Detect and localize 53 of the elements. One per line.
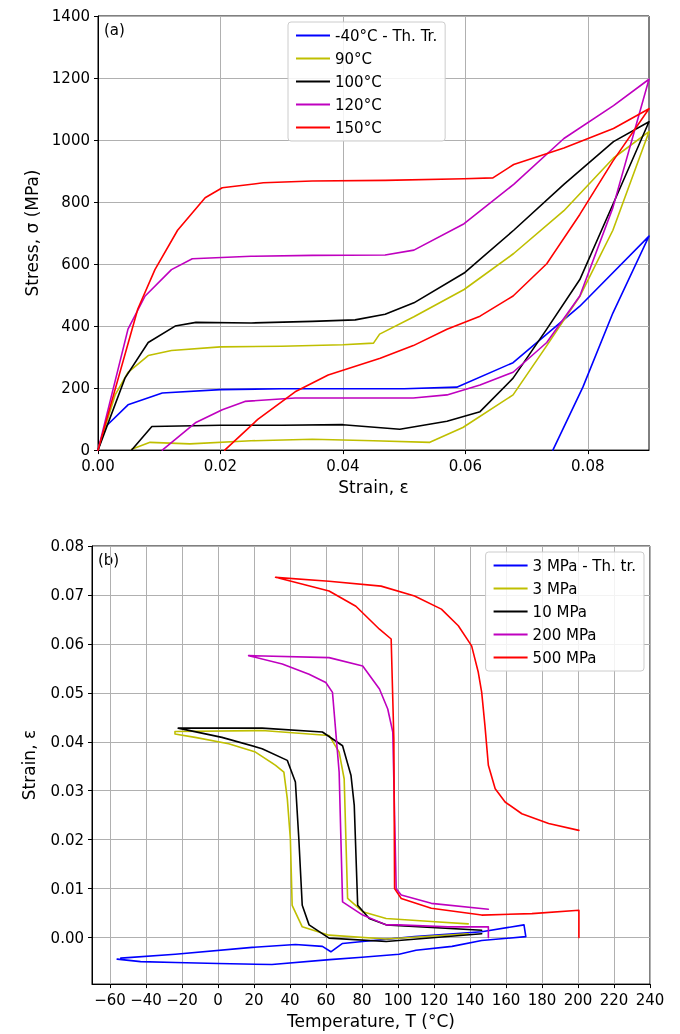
y-tick-label: 1000 xyxy=(51,131,90,150)
legend-label: 90°C xyxy=(335,49,373,68)
x-tick-label: −40 xyxy=(130,990,162,1009)
x-tick-label: 0.02 xyxy=(203,456,238,475)
y-tick-label: 0.02 xyxy=(50,830,84,849)
x-tick-label: 240 xyxy=(635,990,665,1009)
line-series xyxy=(116,924,527,966)
y-tick-label: 800 xyxy=(61,193,90,212)
legend-label: 150°C xyxy=(335,118,382,137)
x-tick-label: 0 xyxy=(213,990,223,1009)
x-tick-label: −20 xyxy=(166,990,198,1009)
x-tick-label: 100 xyxy=(383,990,413,1009)
y-tick-label: 0.07 xyxy=(50,585,84,604)
legend-label: 500 MPa xyxy=(532,648,597,667)
x-axis-title: Strain, ε xyxy=(338,476,409,497)
y-tick-label: 400 xyxy=(61,317,90,336)
y-tick-label: 0.06 xyxy=(50,634,84,653)
y-tick-label: 0.00 xyxy=(50,928,84,947)
x-tick-label: 180 xyxy=(527,990,557,1009)
legend-label: 10 MPa xyxy=(532,602,587,621)
x-tick-label: 0.08 xyxy=(571,456,605,475)
y-tick-label: 1200 xyxy=(51,69,90,88)
y-tick-label: 0.08 xyxy=(50,537,84,555)
x-tick-label: 120 xyxy=(419,990,449,1009)
y-tick-label: 0.05 xyxy=(50,683,84,702)
x-axis-title: Temperature, T (°C) xyxy=(286,1010,455,1031)
x-tick-label: 80 xyxy=(352,990,372,1009)
y-axis-title: Stress, σ (MPa) xyxy=(22,169,43,297)
legend-label: 120°C xyxy=(335,95,382,114)
x-tick-label: 200 xyxy=(563,990,593,1009)
y-tick-label: 200 xyxy=(61,379,90,398)
x-tick-label: 220 xyxy=(599,990,629,1009)
x-tick-label: 40 xyxy=(280,990,300,1009)
x-tick-label: 160 xyxy=(491,990,521,1009)
annotation: (a) xyxy=(104,20,125,39)
x-tick-label: 0.04 xyxy=(326,456,360,475)
y-tick-label: 1400 xyxy=(51,7,90,25)
line-series xyxy=(247,654,490,939)
y-tick-label: 600 xyxy=(61,255,90,274)
legend-label: 3 MPa - Th. tr. xyxy=(532,556,637,575)
x-tick-label: 0.06 xyxy=(448,456,483,475)
legend-label: 100°C xyxy=(335,72,382,91)
legend-label: 200 MPa xyxy=(532,625,597,644)
x-tick-label: 60 xyxy=(316,990,336,1009)
y-tick-label: 0.04 xyxy=(50,732,84,751)
y-tick-label: 0.01 xyxy=(50,879,84,898)
x-tick-label: −60 xyxy=(94,990,126,1009)
legend-label: -40°C - Th. Tr. xyxy=(335,26,438,45)
y-tick-label: 0.03 xyxy=(50,781,84,800)
x-tick-label: 20 xyxy=(244,990,264,1009)
x-tick-label: 140 xyxy=(455,990,485,1009)
legend-label: 3 MPa xyxy=(532,579,578,598)
y-axis-title: Strain, ε xyxy=(18,729,39,801)
